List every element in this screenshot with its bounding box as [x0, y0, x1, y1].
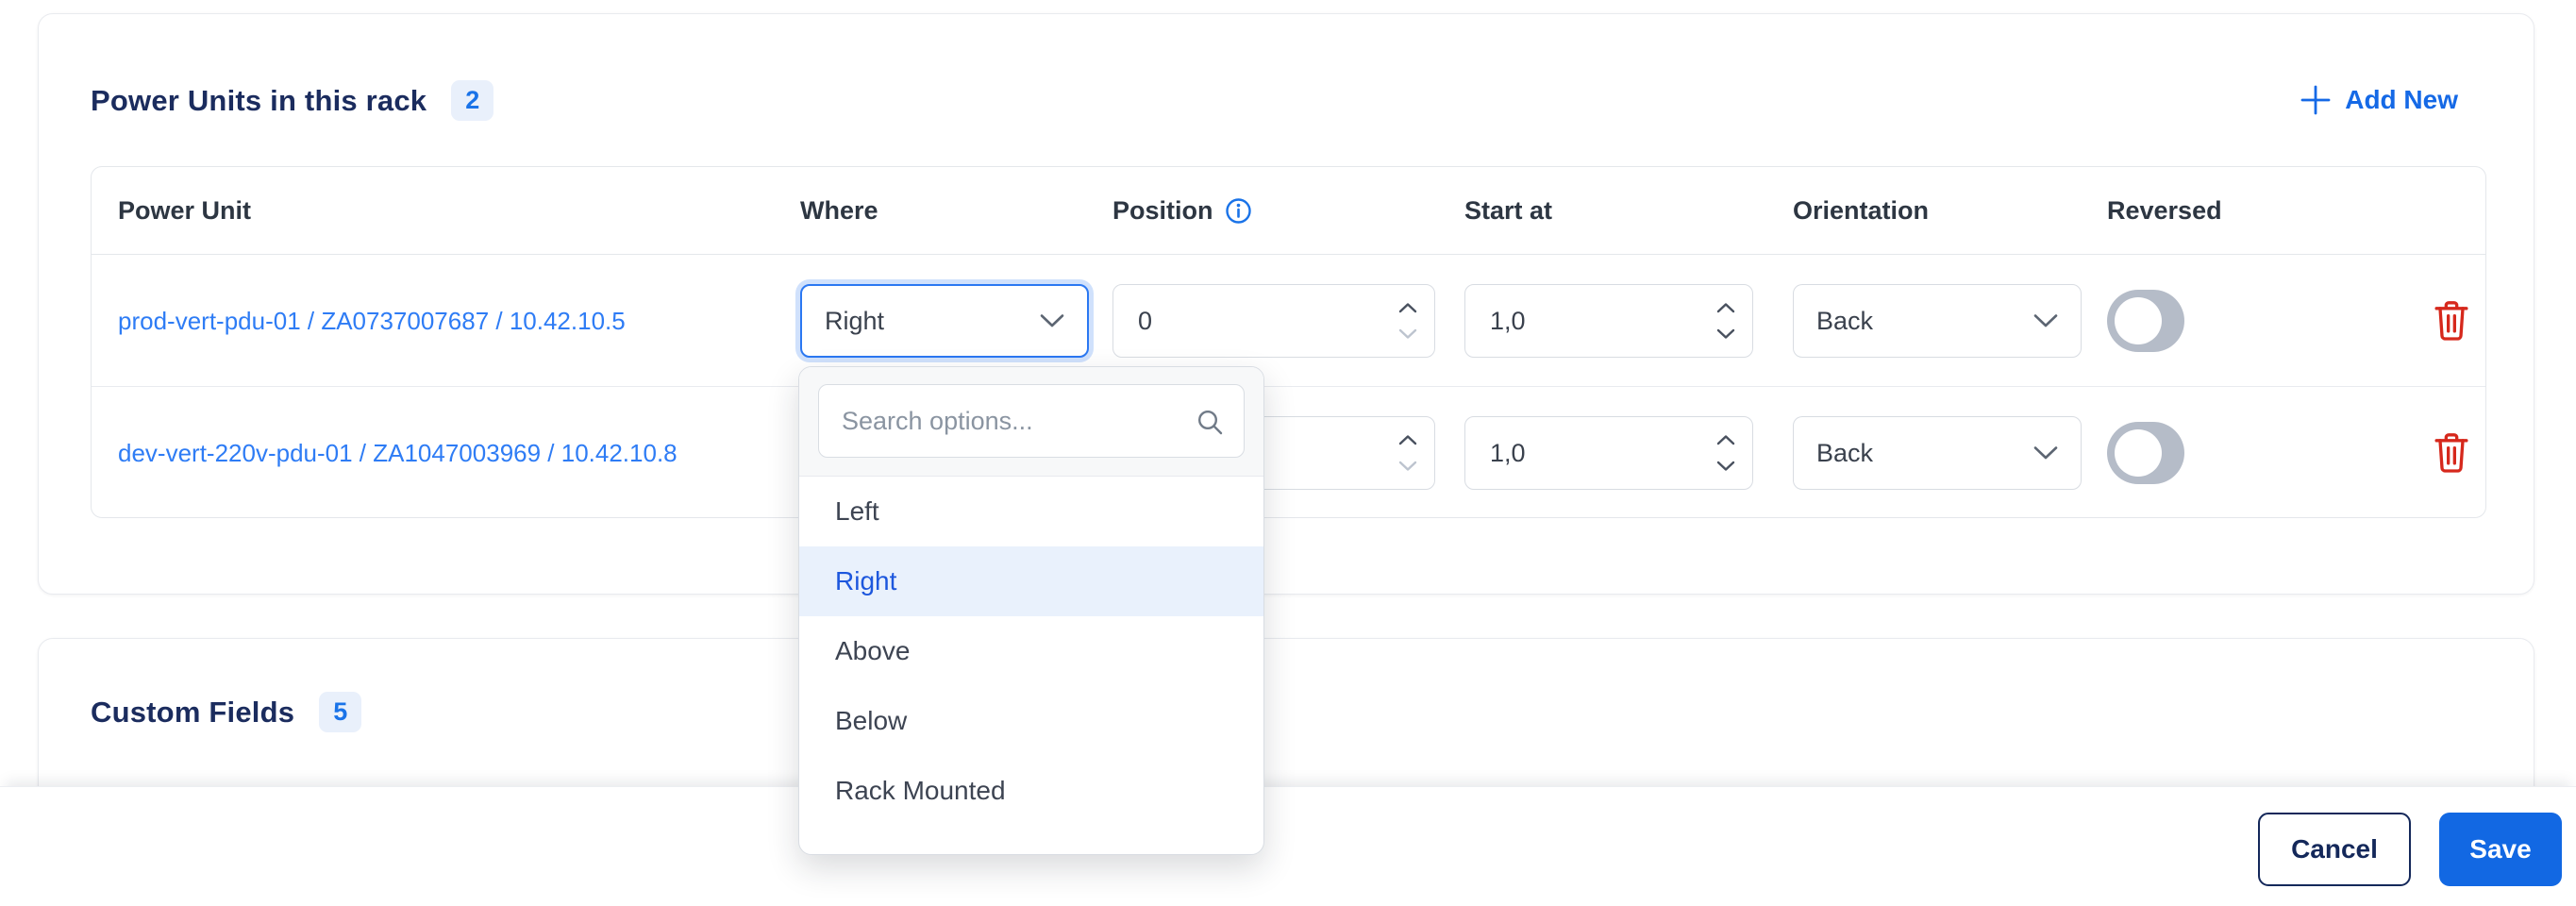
search-input[interactable]	[819, 385, 1244, 457]
stepper-down-icon[interactable]	[1398, 328, 1417, 340]
start-at-input[interactable]	[1465, 285, 1752, 357]
position-stepper	[1112, 284, 1435, 358]
stepper-down-icon[interactable]	[1716, 461, 1735, 472]
start-at-stepper	[1464, 416, 1753, 490]
where-dropdown-panel: Left Right Above Below Rack Mounted	[798, 366, 1264, 855]
power-units-table: Power Unit Where Position	[91, 166, 2486, 518]
stepper-down-icon[interactable]	[1716, 328, 1735, 340]
power-units-header: Power Units in this rack 2	[91, 80, 494, 121]
custom-fields-header: Custom Fields 5	[91, 692, 362, 732]
power-unit-link[interactable]: prod-vert-pdu-01 / ZA0737007687 / 10.42.…	[118, 306, 626, 335]
dropdown-option-right[interactable]: Right	[799, 546, 1263, 616]
custom-fields-title: Custom Fields	[91, 695, 295, 729]
dropdown-option-left[interactable]: Left	[835, 496, 879, 526]
position-input[interactable]	[1113, 285, 1434, 357]
delete-row-button[interactable]	[2433, 255, 2470, 387]
dropdown-search-box	[818, 384, 1245, 458]
action-footer: Cancel Save	[0, 786, 2576, 906]
plus-icon	[2300, 84, 2332, 116]
power-units-count-badge: 2	[451, 80, 494, 121]
start-at-input[interactable]	[1465, 417, 1752, 489]
search-icon	[1196, 408, 1225, 437]
power-unit-link[interactable]: dev-vert-220v-pdu-01 / ZA1047003969 / 10…	[118, 438, 677, 467]
reversed-toggle[interactable]	[2107, 422, 2184, 484]
where-select[interactable]: Right	[800, 284, 1089, 358]
start-at-stepper	[1464, 284, 1753, 358]
dropdown-option-below[interactable]: Below	[835, 706, 908, 735]
trash-icon	[2433, 299, 2470, 343]
reversed-toggle[interactable]	[2107, 290, 2184, 352]
save-button[interactable]: Save	[2439, 813, 2562, 886]
orientation-select[interactable]: Back	[1793, 416, 2082, 490]
dropdown-options-list: Left Right Above Below Rack Mounted	[799, 477, 1263, 852]
dropdown-option-rack-mounted[interactable]: Rack Mounted	[835, 776, 1006, 805]
custom-fields-count-badge: 5	[319, 692, 362, 732]
column-header-orientation: Orientation	[1793, 196, 1930, 225]
table-row: dev-vert-220v-pdu-01 / ZA1047003969 / 10…	[92, 387, 2485, 519]
trash-icon	[2433, 431, 2470, 475]
column-header-position: Position	[1112, 167, 1252, 255]
orientation-select[interactable]: Back	[1793, 284, 2082, 358]
dropdown-option-above[interactable]: Above	[835, 636, 911, 665]
column-header-where: Where	[800, 196, 878, 225]
stepper-up-icon[interactable]	[1398, 302, 1417, 313]
chevron-down-icon	[2033, 445, 2058, 461]
add-new-label: Add New	[2345, 85, 2458, 114]
stepper-down-icon[interactable]	[1398, 461, 1417, 472]
cancel-button[interactable]: Cancel	[2258, 813, 2411, 886]
column-header-power-unit: Power Unit	[118, 196, 252, 225]
column-header-start-at: Start at	[1464, 196, 1553, 225]
delete-row-button[interactable]	[2433, 387, 2470, 519]
dropdown-search-header	[799, 367, 1263, 477]
stepper-up-icon[interactable]	[1716, 434, 1735, 445]
column-header-reversed: Reversed	[2107, 196, 2222, 225]
info-icon[interactable]	[1225, 197, 1252, 225]
add-new-button[interactable]: Add New	[2300, 84, 2458, 116]
power-units-card: Power Units in this rack 2 Add New Power…	[38, 13, 2534, 595]
chevron-down-icon	[2033, 313, 2058, 328]
table-header-row: Power Unit Where Position	[92, 167, 2485, 255]
chevron-down-icon	[1040, 313, 1064, 328]
stepper-up-icon[interactable]	[1716, 302, 1735, 313]
power-units-title: Power Units in this rack	[91, 83, 427, 117]
table-row: prod-vert-pdu-01 / ZA0737007687 / 10.42.…	[92, 255, 2485, 387]
stepper-up-icon[interactable]	[1398, 434, 1417, 445]
